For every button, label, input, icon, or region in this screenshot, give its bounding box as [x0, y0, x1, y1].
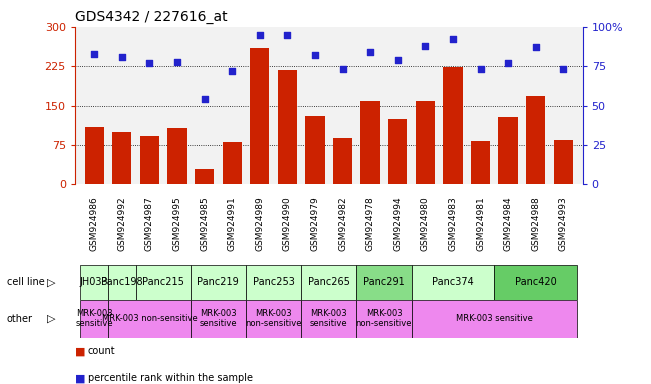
Text: Panc198: Panc198	[101, 277, 143, 287]
Point	[558, 66, 568, 73]
Bar	[416, 101, 435, 184]
Point	[448, 36, 458, 43]
Bar	[191, 265, 246, 300]
Bar	[112, 132, 132, 184]
Bar	[301, 300, 356, 338]
Text: MRK-003
non-sensitive: MRK-003 non-sensitive	[245, 309, 302, 328]
Text: GSM924986: GSM924986	[90, 197, 99, 251]
Text: GSM924981: GSM924981	[476, 197, 485, 251]
Bar	[80, 265, 108, 300]
Point	[89, 51, 100, 57]
Bar	[108, 265, 135, 300]
Point	[475, 66, 486, 73]
Bar	[443, 67, 463, 184]
Bar	[411, 300, 577, 338]
Bar	[80, 300, 108, 338]
Bar	[526, 96, 546, 184]
Text: GSM924978: GSM924978	[366, 197, 374, 251]
Text: JH033: JH033	[80, 277, 109, 287]
Text: MRK-003 sensitive: MRK-003 sensitive	[456, 314, 533, 323]
Bar	[246, 300, 301, 338]
Bar	[250, 48, 270, 184]
Point	[420, 43, 430, 49]
Text: GSM924984: GSM924984	[504, 197, 512, 251]
Text: other: other	[7, 314, 33, 324]
Bar	[191, 300, 246, 338]
Text: GSM924990: GSM924990	[283, 197, 292, 251]
Point	[365, 49, 376, 55]
Text: ■: ■	[75, 346, 85, 356]
Text: GSM924987: GSM924987	[145, 197, 154, 251]
Bar	[167, 127, 187, 184]
Text: Panc265: Panc265	[308, 277, 350, 287]
Bar	[278, 70, 297, 184]
Text: GSM924993: GSM924993	[559, 197, 568, 251]
Text: GSM924992: GSM924992	[117, 197, 126, 251]
Text: GSM924991: GSM924991	[228, 197, 237, 251]
Point	[199, 96, 210, 103]
Bar	[388, 119, 408, 184]
Bar	[411, 265, 494, 300]
Text: MRK-003
sensitive: MRK-003 sensitive	[310, 309, 348, 328]
Text: GSM924980: GSM924980	[421, 197, 430, 251]
Text: GSM924979: GSM924979	[311, 197, 320, 251]
Point	[117, 54, 127, 60]
Text: ▷: ▷	[47, 277, 55, 287]
Text: GSM924983: GSM924983	[449, 197, 458, 251]
Bar	[85, 127, 104, 184]
Bar	[135, 265, 191, 300]
Point	[227, 68, 238, 74]
Text: GSM924988: GSM924988	[531, 197, 540, 251]
Text: GDS4342 / 227616_at: GDS4342 / 227616_at	[75, 10, 227, 25]
Text: ▷: ▷	[47, 314, 55, 324]
Text: Panc219: Panc219	[197, 277, 240, 287]
Bar	[305, 116, 325, 184]
Bar	[471, 141, 490, 184]
Point	[393, 57, 403, 63]
Bar	[494, 265, 577, 300]
Bar	[356, 300, 411, 338]
Text: GSM924989: GSM924989	[255, 197, 264, 251]
Text: MRK-003
sensitive: MRK-003 sensitive	[200, 309, 237, 328]
Bar	[195, 169, 214, 184]
Text: ■: ■	[75, 373, 85, 383]
Bar	[499, 117, 518, 184]
Text: Panc420: Panc420	[515, 277, 557, 287]
Point	[531, 44, 541, 50]
Text: Panc253: Panc253	[253, 277, 294, 287]
Text: GSM924995: GSM924995	[173, 197, 182, 251]
Bar	[140, 136, 159, 184]
Text: MRK-003
sensitive: MRK-003 sensitive	[76, 309, 113, 328]
Bar	[361, 101, 380, 184]
Text: count: count	[88, 346, 115, 356]
Point	[172, 58, 182, 65]
Text: GSM924985: GSM924985	[200, 197, 209, 251]
Text: Panc291: Panc291	[363, 277, 405, 287]
Text: percentile rank within the sample: percentile rank within the sample	[88, 373, 253, 383]
Point	[503, 60, 514, 66]
Point	[310, 52, 320, 58]
Bar	[333, 138, 352, 184]
Bar	[553, 140, 573, 184]
Text: MRK-003
non-sensitive: MRK-003 non-sensitive	[355, 309, 412, 328]
Bar	[223, 142, 242, 184]
Point	[337, 66, 348, 73]
Point	[282, 31, 292, 38]
Bar	[108, 300, 191, 338]
Text: Panc215: Panc215	[142, 277, 184, 287]
Point	[255, 31, 265, 38]
Text: MRK-003 non-sensitive: MRK-003 non-sensitive	[102, 314, 197, 323]
Bar	[246, 265, 301, 300]
Bar	[356, 265, 411, 300]
Text: cell line: cell line	[7, 277, 44, 287]
Bar	[301, 265, 356, 300]
Text: GSM924994: GSM924994	[393, 197, 402, 251]
Text: Panc374: Panc374	[432, 277, 474, 287]
Text: GSM924982: GSM924982	[338, 197, 347, 251]
Point	[144, 60, 154, 66]
